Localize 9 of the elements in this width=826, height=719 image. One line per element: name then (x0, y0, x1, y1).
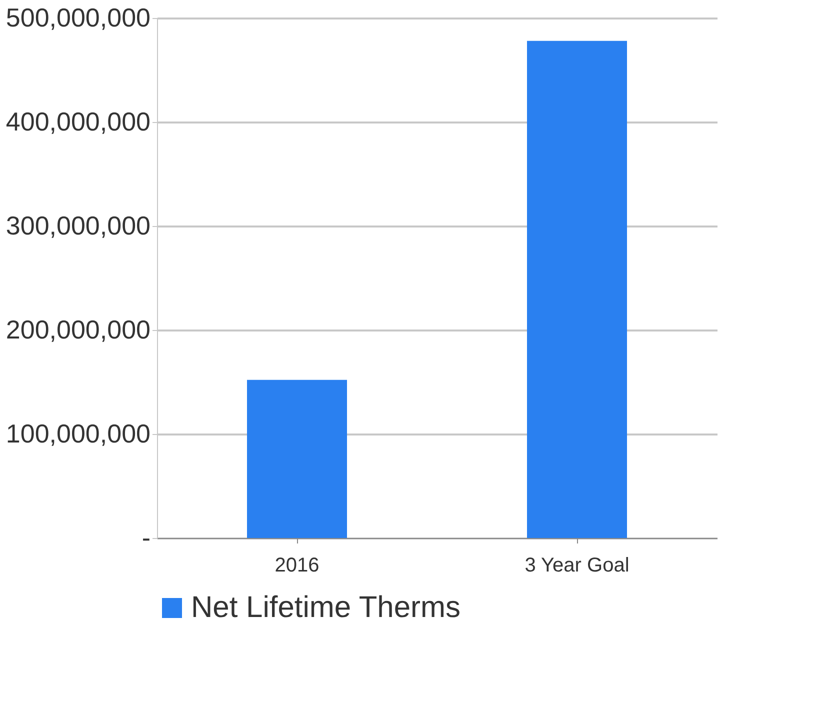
legend-label: Net Lifetime Therms (191, 591, 461, 624)
y-tick-label: 400,000,000 (6, 106, 150, 136)
y-tick-label: 300,000,000 (6, 210, 150, 240)
y-tick-label: 100,000,000 (6, 418, 150, 448)
y-tick-label: - (142, 522, 150, 552)
y-tick-label: 200,000,000 (6, 314, 150, 344)
x-tick-label: 2016 (274, 554, 320, 576)
y-tick-label: 500,000,000 (6, 2, 150, 32)
x-tick-label: 3 Year Goal (524, 554, 630, 576)
